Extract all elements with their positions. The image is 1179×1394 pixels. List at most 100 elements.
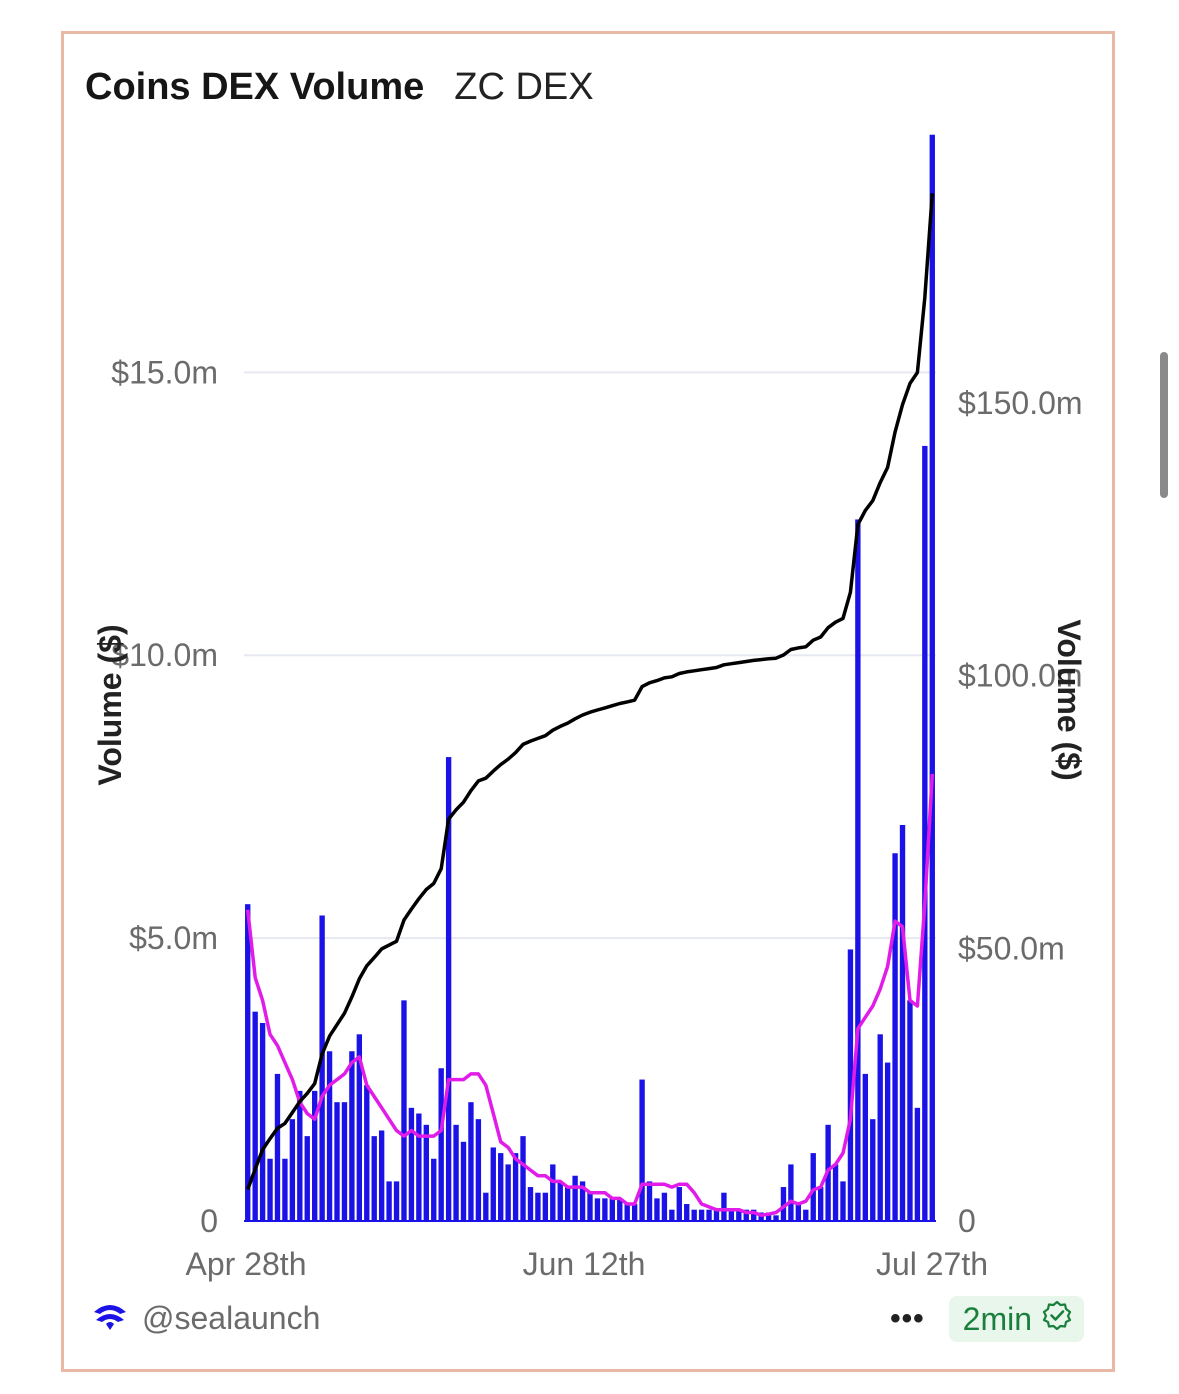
volume-bar-14 [349, 1051, 355, 1221]
volume-bar-44 [572, 1175, 578, 1221]
volume-bar-43 [564, 1187, 571, 1221]
page-scrollbar[interactable] [1160, 352, 1168, 498]
cumulative-volume-line [246, 192, 935, 1191]
volume-bar-37 [520, 1136, 526, 1221]
verified-check-icon [1042, 1300, 1072, 1338]
volume-bar-12 [334, 1102, 340, 1221]
volume-bar-70 [765, 1212, 772, 1221]
sealaunch-logo-icon [92, 1300, 128, 1337]
volume-bar-38 [527, 1187, 534, 1221]
volume-bar-45 [579, 1181, 586, 1221]
volume-bar-71 [773, 1215, 779, 1221]
volume-bar-26 [438, 1068, 444, 1221]
volume-bar-0 [245, 904, 251, 1221]
volume-bar-40 [542, 1192, 549, 1221]
volume-bar-83 [862, 1073, 868, 1221]
volume-bar-65 [728, 1209, 735, 1221]
footer-brand[interactable]: @sealaunch [92, 1300, 320, 1337]
volume-bar-55 [654, 1198, 660, 1221]
chart-subtitle: ZC DEX [454, 66, 594, 108]
volume-bar-91 [922, 445, 928, 1222]
volume-bar-32 [483, 1192, 489, 1221]
volume-bar-19 [386, 1181, 392, 1221]
volume-bar-87 [892, 853, 898, 1221]
volume-bar-60 [691, 1209, 697, 1221]
volume-bar-50 [617, 1198, 623, 1221]
volume-bar-75 [803, 1209, 809, 1221]
volume-bar-88 [899, 824, 906, 1221]
volume-bar-68 [751, 1209, 757, 1221]
volume-bar-46 [587, 1192, 593, 1221]
bar-series [245, 134, 935, 1222]
volume-bar-28 [453, 1124, 459, 1221]
volume-bar-3 [267, 1158, 273, 1221]
volume-bar-72 [780, 1187, 787, 1221]
volume-bar-24 [423, 1124, 429, 1221]
volume-bar-51 [624, 1204, 630, 1221]
volume-bar-31 [475, 1119, 482, 1221]
volume-bar-61 [698, 1209, 705, 1221]
x-tick-label-0: Apr 28th [186, 1246, 307, 1282]
volume-bar-77 [817, 1187, 824, 1221]
volume-bar-29 [460, 1141, 467, 1221]
volume-bar-21 [401, 1000, 407, 1221]
volume-bar-1 [252, 1011, 258, 1221]
volume-bar-58 [676, 1187, 682, 1221]
volume-bar-2 [259, 1022, 266, 1221]
volume-bar-56 [661, 1192, 668, 1221]
volume-bar-41 [550, 1164, 556, 1221]
volume-bar-89 [907, 1000, 913, 1221]
volume-bar-52 [631, 1204, 638, 1221]
volume-bar-54 [646, 1181, 653, 1221]
volume-bar-16 [364, 1085, 370, 1221]
volume-bar-36 [512, 1153, 519, 1221]
volume-bar-22 [408, 1107, 415, 1221]
volume-bar-11 [326, 1051, 333, 1221]
right-tick-label-3: $150.0m [958, 385, 1083, 421]
left-tick-label-2: $10.0m [111, 637, 218, 673]
volume-bar-64 [721, 1192, 727, 1221]
volume-bar-66 [736, 1209, 742, 1221]
right-tick-label-0: 0 [958, 1203, 976, 1239]
left-tick-label-1: $5.0m [129, 920, 218, 956]
moving-average-line [245, 773, 935, 1218]
left-axis-title: Volume ($) [92, 624, 128, 785]
volume-bar-39 [535, 1192, 541, 1221]
freshness-badge[interactable]: 2min [948, 1296, 1084, 1342]
volume-bar-74 [795, 1204, 802, 1221]
volume-bar-49 [609, 1198, 616, 1221]
chart-header: Coins DEX Volume ZC DEX [85, 66, 594, 109]
volume-bar-47 [594, 1198, 601, 1221]
right-axis-title: Volume ($) [1051, 619, 1087, 780]
footer-actions: ••• 2min [890, 1296, 1084, 1342]
volume-bar-18 [378, 1130, 385, 1221]
volume-bar-62 [706, 1209, 712, 1221]
volume-bar-20 [393, 1181, 400, 1221]
volume-bar-30 [468, 1102, 474, 1221]
axis-ticks: 0 $5.0m $10.0m $15.0m 0 $50.0m $100.0m $150.0m A… [111, 354, 1082, 1282]
volume-bar-23 [416, 1113, 422, 1221]
volume-bar-27 [445, 757, 452, 1221]
author-handle[interactable]: @sealaunch [142, 1300, 321, 1336]
volume-bar-82 [855, 519, 861, 1221]
volume-bar-17 [371, 1136, 377, 1221]
volume-bar-53 [639, 1079, 645, 1221]
freshness-label: 2min [962, 1300, 1032, 1337]
volume-bar-34 [498, 1153, 504, 1221]
more-options-icon[interactable]: ••• [890, 1302, 925, 1335]
volume-bar-10 [319, 915, 325, 1221]
volume-bar-7 [297, 1090, 303, 1221]
volume-bar-6 [289, 1119, 296, 1221]
x-tick-label-2: Jul 27th [876, 1246, 988, 1282]
volume-bar-13 [341, 1102, 348, 1221]
volume-bar-86 [884, 1062, 891, 1221]
volume-bar-59 [684, 1204, 690, 1221]
right-tick-label-2: $100.0m [958, 658, 1083, 694]
volume-bar-63 [713, 1209, 720, 1221]
volume-bar-81 [847, 949, 854, 1221]
x-tick-label-1: Jun 12th [523, 1246, 646, 1282]
volume-bar-67 [743, 1209, 749, 1221]
volume-bar-35 [505, 1164, 511, 1221]
chart-card [61, 31, 1115, 1372]
left-tick-label-0: 0 [200, 1203, 218, 1239]
